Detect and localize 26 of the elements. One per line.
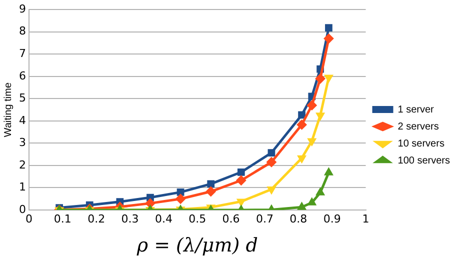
y-tick-label: 7 [19,46,26,60]
legend-label: 1 server [398,104,435,116]
x-tick-label: 0.7 [256,212,274,226]
x-tick-label: 0.1 [54,212,72,226]
legend-label: 2 servers [398,121,439,132]
x-tick-label: 0.6 [222,212,240,226]
x-tick-label: 0.8 [290,212,308,226]
y-tick-label: 8 [19,24,26,38]
y-tick-label: 3 [19,136,26,150]
y-tick-label: 0 [19,202,26,216]
y-tick-label: 6 [19,69,26,82]
x-tick-label: 0.3 [121,212,139,226]
y-tick-label: 9 [19,2,26,16]
x-tick-label: 0.5 [188,212,206,226]
x-tick-label: 0.9 [323,212,341,226]
y-axis-title: Waiting time [2,82,14,138]
y-tick-label: 4 [19,114,26,127]
x-tick-label: 0.2 [88,212,106,226]
x-tick-label: 0.4 [154,212,172,226]
y-tick-label: 2 [19,158,26,172]
x-axis-title: ρ = (λ/μm) d [136,234,258,257]
y-tick-label: 5 [19,92,26,105]
legend-label: 100 servers [398,155,450,166]
legend-label: 10 servers [398,138,444,150]
x-tick-label: 1 [362,212,370,226]
y-tick-label: 1 [19,180,26,194]
